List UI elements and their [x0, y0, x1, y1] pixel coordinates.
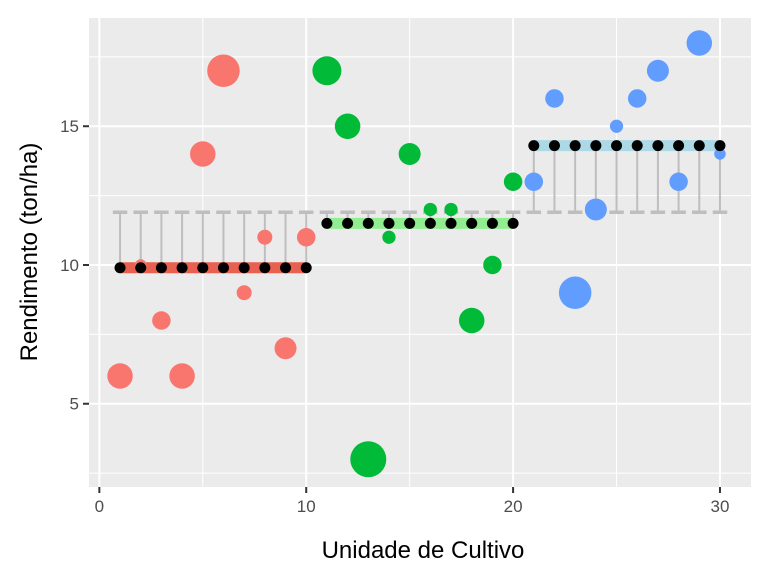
data-point: [350, 441, 387, 478]
x-tick-label: 10: [297, 497, 316, 516]
data-point: [609, 119, 624, 133]
data-point: [334, 113, 361, 139]
data-point: [545, 89, 564, 108]
fitted-point: [238, 262, 250, 274]
x-axis-title: Unidade de Cultivo: [322, 537, 525, 564]
data-point: [423, 202, 437, 217]
fitted-point: [424, 217, 436, 229]
y-axis-title: Rendimento (ton/ha): [16, 143, 43, 362]
x-tick-label: 30: [711, 497, 730, 516]
x-tick-label: 0: [95, 497, 104, 516]
data-point: [257, 229, 273, 245]
fitted-point: [528, 140, 540, 152]
data-point: [524, 172, 544, 191]
fitted-point: [404, 217, 416, 229]
fitted-point: [652, 140, 664, 152]
data-point: [458, 307, 485, 334]
fitted-point: [569, 140, 581, 152]
fitted-point: [611, 140, 623, 152]
fitted-point: [673, 140, 685, 152]
fitted-point: [590, 140, 602, 152]
fitted-point: [445, 217, 457, 229]
data-point: [152, 311, 171, 330]
data-point: [312, 56, 342, 86]
data-point: [584, 198, 607, 221]
data-points: [107, 30, 726, 478]
data-point: [627, 89, 647, 108]
minor-gridlines: [89, 18, 751, 487]
fitted-point: [486, 217, 498, 229]
fitted-point: [300, 262, 312, 274]
data-point: [444, 202, 458, 217]
y-tick-label: 5: [70, 395, 79, 414]
fitted-point: [631, 140, 643, 152]
fitted-point: [280, 262, 292, 274]
fitted-point: [548, 140, 560, 152]
fitted-point: [259, 262, 271, 274]
data-point: [503, 172, 523, 191]
fitted-point: [176, 262, 188, 274]
data-point: [686, 30, 713, 56]
x-axis-ticks: 0 10 20 30: [95, 487, 730, 516]
plot-panel: [89, 18, 751, 487]
data-point: [483, 255, 502, 275]
fitted-point: [135, 262, 147, 274]
data-point: [169, 363, 195, 389]
fitted-point: [693, 140, 705, 152]
x-tick-label: 20: [504, 497, 523, 516]
data-point: [107, 363, 133, 389]
fitted-point: [383, 217, 395, 229]
data-point: [207, 54, 240, 87]
data-point: [236, 285, 252, 301]
y-tick-label: 15: [60, 117, 79, 136]
data-point: [296, 227, 316, 247]
data-point: [190, 141, 216, 167]
y-tick-label: 10: [60, 256, 79, 275]
fitted-point: [155, 262, 167, 274]
fitted-point: [217, 262, 229, 274]
fitted-point: [321, 217, 333, 229]
data-point: [274, 337, 297, 360]
fitted-point: [466, 217, 478, 229]
fitted-point: [114, 262, 126, 274]
data-point: [646, 59, 669, 82]
data-point: [714, 148, 726, 160]
data-point: [382, 230, 396, 244]
fitted-point: [197, 262, 209, 274]
data-point: [669, 172, 688, 191]
fitted-point: [714, 140, 726, 152]
y-axis-ticks: 5 10 15: [60, 117, 89, 414]
fitted-point: [507, 217, 519, 229]
fitted-points: [114, 140, 726, 274]
fitted-point: [362, 217, 374, 229]
group-mean-bands: [120, 140, 720, 274]
data-point: [558, 276, 592, 309]
data-point: [398, 142, 421, 165]
fitted-point: [342, 217, 354, 229]
